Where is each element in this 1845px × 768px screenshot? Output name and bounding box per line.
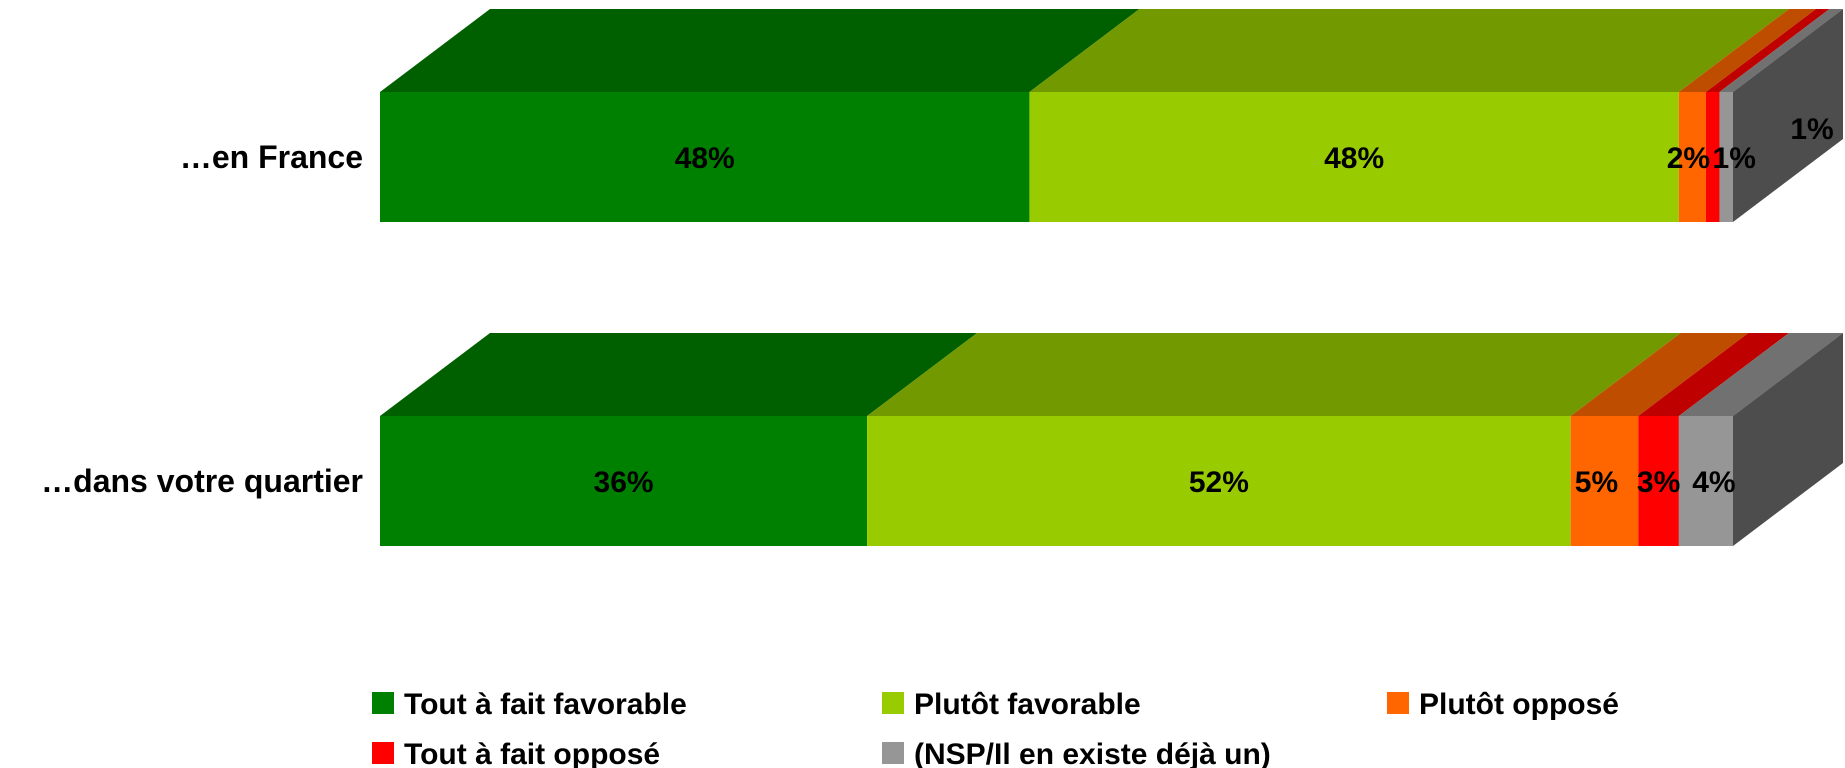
legend-item-nsp-il-en-existe-d-j-un: (NSP/Il en existe déjà un) bbox=[882, 738, 1271, 768]
bar-top-tout-fait-favorable-1 bbox=[380, 333, 978, 416]
bar-top-tout-fait-oppos-0 bbox=[1705, 9, 1830, 92]
legend-item-plut-t-oppos: Plutôt opposé bbox=[1387, 688, 1619, 721]
category-labels: …en France …dans votre quartier bbox=[41, 139, 363, 499]
bar-nsp-il-en-existe-d-j-un-1 bbox=[1678, 416, 1733, 546]
data-label-tout-fait-oppos: 3% bbox=[1637, 466, 1680, 499]
bar-top-plut-t-oppos-1 bbox=[1570, 333, 1749, 416]
bar-tout-fait-favorable-0 bbox=[380, 92, 1030, 222]
data-label-nsp-il-en-existe-d-j-un: 4% bbox=[1692, 466, 1735, 499]
bar-top-nsp-il-en-existe-d-j-un-0 bbox=[1719, 9, 1843, 92]
legend-swatch bbox=[372, 742, 394, 764]
bar-plut-t-favorable-0 bbox=[1029, 92, 1679, 222]
legend-swatch bbox=[882, 692, 904, 714]
legend-label: (NSP/Il en existe déjà un) bbox=[914, 738, 1271, 768]
bar-top-plut-t-oppos-0 bbox=[1678, 9, 1816, 92]
legend-swatch bbox=[1387, 692, 1409, 714]
bar-side-0 bbox=[1733, 9, 1843, 222]
bar-side-1 bbox=[1733, 333, 1843, 546]
value-labels: 48% 48% 2% 1%36% 52% 5% 3% 4%1% bbox=[594, 113, 1834, 499]
legend: Tout à fait favorable Plutôt favorable Plu… bbox=[372, 688, 1619, 768]
legend-swatch bbox=[882, 742, 904, 764]
bar-top-tout-fait-favorable-0 bbox=[380, 9, 1140, 92]
bar-top-nsp-il-en-existe-d-j-un-1 bbox=[1678, 333, 1843, 416]
data-label-plut-t-favorable: 48% bbox=[1324, 142, 1384, 175]
legend-swatch bbox=[372, 692, 394, 714]
data-label-plut-t-favorable: 52% bbox=[1189, 466, 1249, 499]
legend-item-tout-fait-oppos: Tout à fait opposé bbox=[372, 738, 660, 768]
legend-label: Plutôt favorable bbox=[914, 688, 1141, 721]
legend-label: Plutôt opposé bbox=[1419, 688, 1619, 721]
bar-top-plut-t-favorable-0 bbox=[1029, 9, 1789, 92]
legend-item-plut-t-favorable: Plutôt favorable bbox=[882, 688, 1141, 721]
bar-plut-t-oppos-1 bbox=[1570, 416, 1639, 546]
data-label-plut-t-oppos: 2% bbox=[1667, 142, 1710, 175]
bar-plut-t-favorable-1 bbox=[867, 416, 1571, 546]
category-label: …en France bbox=[180, 139, 363, 175]
legend-item-tout-fait-favorable: Tout à fait favorable bbox=[372, 688, 687, 721]
data-label-extra: 1% bbox=[1790, 113, 1833, 146]
bar-tout-fait-oppos-1 bbox=[1638, 416, 1679, 546]
legend-label: Tout à fait favorable bbox=[404, 688, 687, 721]
data-label-plut-t-oppos: 5% bbox=[1575, 466, 1618, 499]
legend-label: Tout à fait opposé bbox=[404, 738, 660, 768]
bar-tout-fait-oppos-0 bbox=[1705, 92, 1720, 222]
category-label: …dans votre quartier bbox=[41, 463, 363, 499]
bar-tout-fait-favorable-1 bbox=[380, 416, 868, 546]
data-label-tout-fait-favorable: 48% bbox=[675, 142, 735, 175]
data-label-nsp-il-en-existe-d-j-un: 1% bbox=[1713, 142, 1756, 175]
data-label-tout-fait-favorable: 36% bbox=[594, 466, 654, 499]
bar-plut-t-oppos-0 bbox=[1678, 92, 1706, 222]
bar-top-plut-t-favorable-1 bbox=[867, 333, 1681, 416]
bar-nsp-il-en-existe-d-j-un-0 bbox=[1719, 92, 1733, 222]
bar-top-tout-fait-oppos-1 bbox=[1638, 333, 1789, 416]
bars bbox=[380, 9, 1843, 546]
